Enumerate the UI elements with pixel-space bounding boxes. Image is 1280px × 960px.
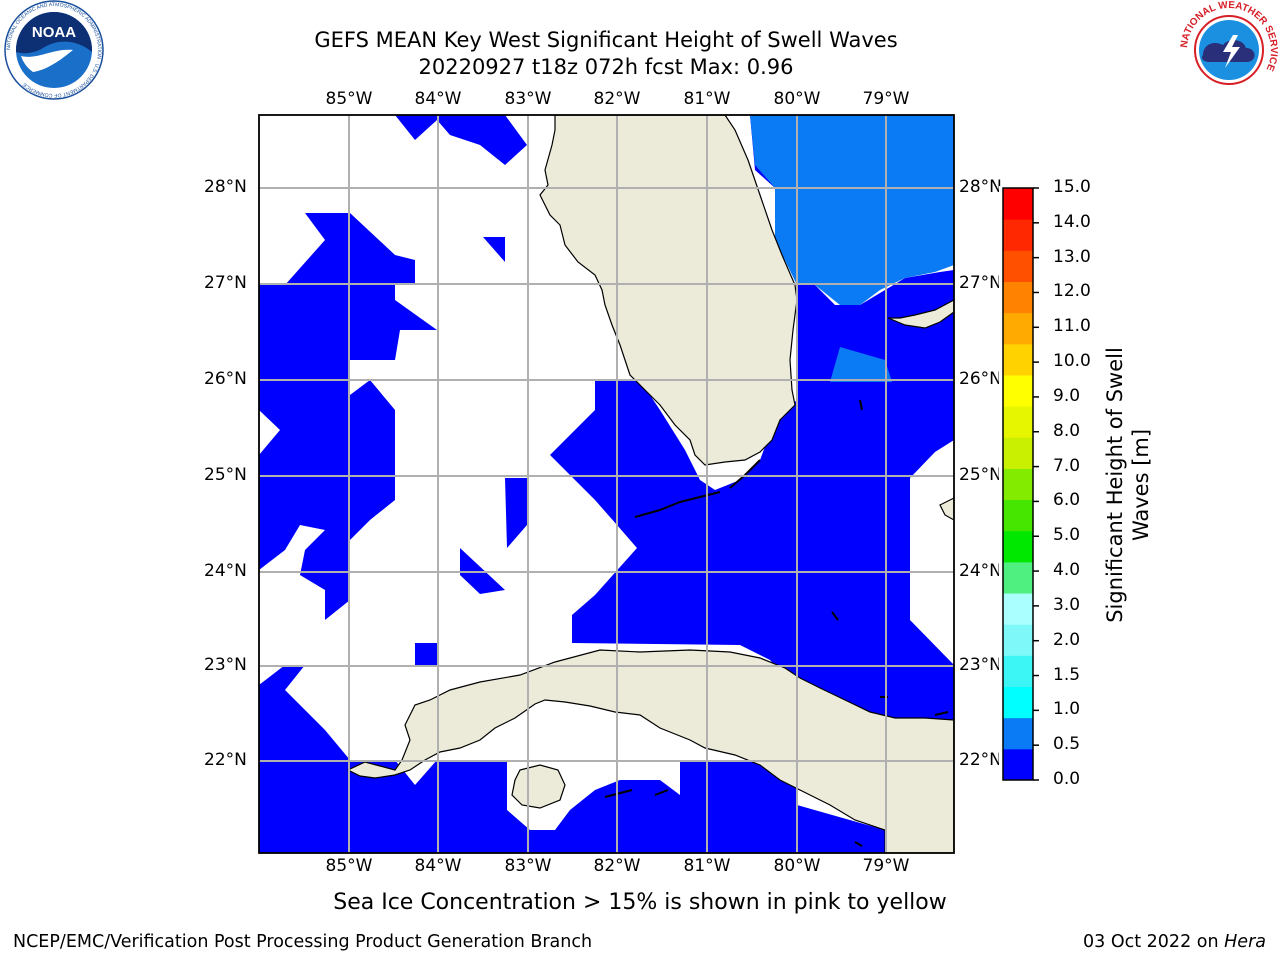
bahamas-land bbox=[887, 299, 954, 329]
colorbar-tick-label: 12.0 bbox=[1053, 281, 1091, 302]
lon-label-bottom-82w: 82°W bbox=[593, 856, 641, 876]
lon-label-bottom-80w: 80°W bbox=[773, 856, 821, 876]
colorbar-tick-label: 2.0 bbox=[1053, 629, 1081, 650]
colorbar-tick-label: 15.0 bbox=[1053, 177, 1091, 197]
colorbar-label-line2: Waves [m] bbox=[1129, 428, 1153, 542]
colorbar-segment bbox=[1003, 530, 1033, 563]
lat-label-left-26n: 26°N bbox=[204, 369, 247, 389]
lat-label-right-26n: 26°N bbox=[959, 369, 1002, 389]
colorbar-tick-label: 1.5 bbox=[1053, 664, 1081, 685]
colorbar-segment bbox=[1003, 468, 1033, 501]
colorbar-segment bbox=[1003, 437, 1033, 469]
colorbar-label-line1: Significant Height of Swell bbox=[1103, 347, 1127, 623]
colorbar-segment bbox=[1003, 250, 1033, 282]
colorbar-segment bbox=[1003, 748, 1033, 781]
colorbar-segment bbox=[1003, 624, 1033, 656]
footer-credit: NCEP/EMC/Verification Post Processing Pr… bbox=[13, 932, 593, 952]
colorbar-segment bbox=[1003, 686, 1033, 719]
colorbar-tick-label: 4.0 bbox=[1053, 560, 1081, 581]
colorbar-segment bbox=[1003, 655, 1033, 688]
footer-host: Hera bbox=[1224, 932, 1266, 952]
sea-ice-note: Sea Ice Concentration > 15% is shown in … bbox=[333, 890, 947, 915]
map-title: GEFS MEAN Key West Significant Height of… bbox=[314, 28, 898, 52]
lat-label-right-23n: 23°N bbox=[959, 655, 1002, 675]
lat-label-right-22n: 22°N bbox=[959, 750, 1002, 770]
footer-date: 03 Oct 2022 on Hera bbox=[1083, 932, 1266, 952]
map-subtitle: 20220927 t18z 072h fcst Max: 0.96 bbox=[418, 55, 794, 79]
lat-label-left-23n: 23°N bbox=[204, 655, 247, 675]
colorbar-tick-label: 14.0 bbox=[1053, 211, 1091, 232]
colorbar-segment bbox=[1003, 343, 1033, 376]
colorbar-segment bbox=[1003, 374, 1033, 407]
lon-label-bottom-84w: 84°W bbox=[414, 856, 462, 876]
colorbar-tick-label: 8.0 bbox=[1053, 420, 1081, 441]
colorbar-tick-label: 1.0 bbox=[1053, 699, 1081, 720]
cuba-land bbox=[346, 649, 954, 853]
colorbar-bar bbox=[999, 186, 1039, 782]
colorbar-tick-label: 7.0 bbox=[1053, 455, 1081, 476]
colorbar-segment bbox=[1003, 593, 1033, 625]
swell-0.5-1.0-region bbox=[750, 115, 954, 382]
colorbar-segment bbox=[1003, 406, 1033, 438]
colorbar-label: Significant Height of Swell Waves [m] bbox=[1102, 347, 1154, 623]
colorbar-tick-label: 3.0 bbox=[1053, 594, 1081, 615]
lon-label-top-82w: 82°W bbox=[593, 89, 641, 109]
colorbar-tick-label: 0.0 bbox=[1053, 769, 1081, 789]
colorbar-segment bbox=[1003, 281, 1033, 314]
lon-label-bottom-85w: 85°W bbox=[325, 856, 373, 876]
colorbar-segment bbox=[1003, 219, 1033, 251]
lon-label-top-84w: 84°W bbox=[414, 89, 462, 109]
lat-label-right-27n: 27°N bbox=[959, 273, 1002, 293]
lon-label-top-85w: 85°W bbox=[325, 89, 373, 109]
lat-label-left-25n: 25°N bbox=[204, 465, 247, 485]
colorbar-frame bbox=[1002, 187, 1034, 781]
lat-label-right-28n: 28°N bbox=[959, 177, 1002, 197]
graticule bbox=[259, 115, 954, 853]
colorbar-segment bbox=[1003, 499, 1033, 532]
colorbar-segment bbox=[1003, 561, 1033, 594]
colorbar-tick-label: 0.5 bbox=[1053, 734, 1081, 755]
andros-land bbox=[939, 497, 954, 521]
colorbar-segment bbox=[1003, 312, 1033, 345]
footer-date-text: 03 Oct 2022 on bbox=[1083, 932, 1225, 952]
lat-label-left-24n: 24°N bbox=[204, 561, 247, 581]
florida-land bbox=[539, 115, 798, 466]
noaa-logo: NOAA NATIONAL OCEANIC AND ATMOSPHERIC AD… bbox=[4, 0, 104, 100]
colorbar-tick-label: 5.0 bbox=[1053, 525, 1081, 546]
isla-juventud-land bbox=[511, 764, 566, 809]
svg-text:NOAA: NOAA bbox=[32, 24, 76, 41]
lon-label-top-80w: 80°W bbox=[773, 89, 821, 109]
colorbar-tick-label: 13.0 bbox=[1053, 246, 1091, 267]
nws-logo: NATIONAL WEATHER SERVICE bbox=[1179, 0, 1279, 99]
lat-label-right-25n: 25°N bbox=[959, 465, 1002, 485]
colorbar-segment bbox=[1003, 188, 1033, 220]
lon-label-top-79w: 79°W bbox=[862, 89, 910, 109]
lat-label-left-27n: 27°N bbox=[204, 273, 247, 293]
colorbar-tick-label: 11.0 bbox=[1053, 316, 1091, 337]
map-frame bbox=[258, 114, 955, 854]
lon-label-top-83w: 83°W bbox=[504, 89, 552, 109]
colorbar-segment bbox=[1003, 717, 1033, 750]
lon-label-bottom-83w: 83°W bbox=[504, 856, 552, 876]
lon-label-bottom-81w: 81°W bbox=[683, 856, 731, 876]
lat-label-right-24n: 24°N bbox=[959, 561, 1002, 581]
lon-label-bottom-79w: 79°W bbox=[862, 856, 910, 876]
colorbar-tick-label: 10.0 bbox=[1053, 351, 1091, 372]
lat-label-left-22n: 22°N bbox=[204, 750, 247, 770]
map-area bbox=[259, 115, 954, 853]
colorbar-tick-label: 9.0 bbox=[1053, 385, 1081, 406]
lat-label-left-28n: 28°N bbox=[204, 177, 247, 197]
colorbar-tick-label: 6.0 bbox=[1053, 490, 1081, 511]
lon-label-top-81w: 81°W bbox=[683, 89, 731, 109]
